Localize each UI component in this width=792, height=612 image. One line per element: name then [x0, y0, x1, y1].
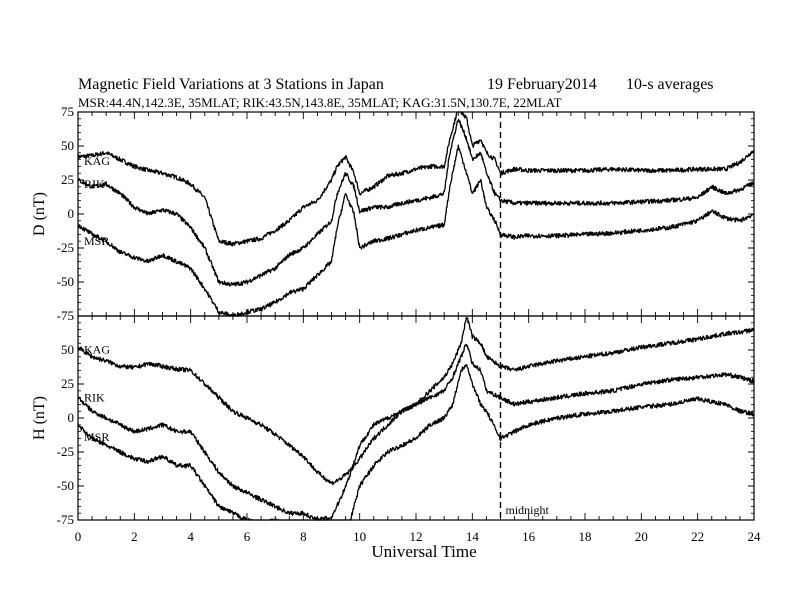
- xtick-label-3: 6: [244, 529, 251, 544]
- h-label-rik: RIK: [84, 391, 105, 405]
- xtick-label-0: 0: [75, 529, 82, 544]
- x-ticks: 0 2 4 6 8 10 12 14 16 18 20 22 24: [75, 529, 761, 544]
- h-series-kag: [77, 317, 755, 486]
- d-ticks: -75 -50 -25 0 25 50 75: [57, 104, 755, 323]
- xtick-label-6: 12: [410, 529, 423, 544]
- d-label-msr: MSR: [84, 234, 109, 248]
- h-ytick-label-1: -50: [57, 478, 74, 493]
- xtick-label-12: 24: [748, 529, 762, 544]
- xtick-label-8: 16: [522, 529, 536, 544]
- d-label-rik: RIK: [84, 177, 105, 191]
- d-panel-frame: [77, 111, 755, 317]
- h-ytick-label-3: 0: [68, 410, 75, 425]
- xtick-label-2: 4: [187, 529, 194, 544]
- chart-title: Magnetic Field Variations at 3 Stations …: [78, 76, 384, 93]
- d-axis-label: D (nT): [31, 192, 48, 236]
- x-axis-label: Universal Time: [371, 542, 476, 561]
- xtick-label-4: 8: [300, 529, 307, 544]
- h-series-rik: [77, 344, 755, 521]
- h-label-msr: MSR: [84, 430, 109, 444]
- h-series-msr: [77, 364, 755, 521]
- h-ytick-label-2: -25: [57, 444, 74, 459]
- d-ytick-label-2: -25: [57, 240, 74, 255]
- d-series-msr: [77, 144, 755, 317]
- xtick-label-1: 2: [131, 529, 138, 544]
- chart-averaging: 10-s averages: [626, 76, 714, 93]
- d-ytick-label-0: -75: [57, 308, 74, 323]
- h-ytick-label-0: -75: [57, 512, 74, 527]
- d-ytick-label-5: 50: [61, 138, 74, 153]
- h-ticks: -75 -50 -25 0 25 50: [57, 316, 755, 527]
- d-series-group: [77, 111, 755, 317]
- chart-date: 19 February2014: [487, 76, 597, 93]
- xtick-label-9: 18: [579, 529, 592, 544]
- d-series-kag: [77, 111, 755, 247]
- d-ytick-label-1: -50: [57, 274, 74, 289]
- station-labels: KAG RIK MSR KAG RIK MSR: [84, 154, 110, 444]
- d-label-kag: KAG: [84, 154, 110, 168]
- h-series-group: [77, 317, 755, 521]
- d-ytick-label-6: 75: [61, 104, 74, 119]
- d-ytick-label-4: 25: [61, 172, 74, 187]
- d-ytick-label-3: 0: [68, 206, 75, 221]
- h-label-kag: KAG: [84, 342, 110, 356]
- h-ytick-label-5: 50: [61, 342, 74, 357]
- midnight-label: midnight: [506, 503, 550, 517]
- xtick-label-11: 22: [691, 529, 704, 544]
- d-series-rik: [77, 118, 755, 287]
- xtick-label-10: 20: [635, 529, 648, 544]
- xtick-label-7: 14: [466, 529, 480, 544]
- xtick-label-5: 10: [353, 529, 366, 544]
- stations-info: MSR:44.4N,142.3E, 35MLAT; RIK:43.5N,143.…: [78, 95, 562, 110]
- h-axis-label: H (nT): [31, 396, 48, 440]
- h-ytick-label-4: 25: [61, 376, 74, 391]
